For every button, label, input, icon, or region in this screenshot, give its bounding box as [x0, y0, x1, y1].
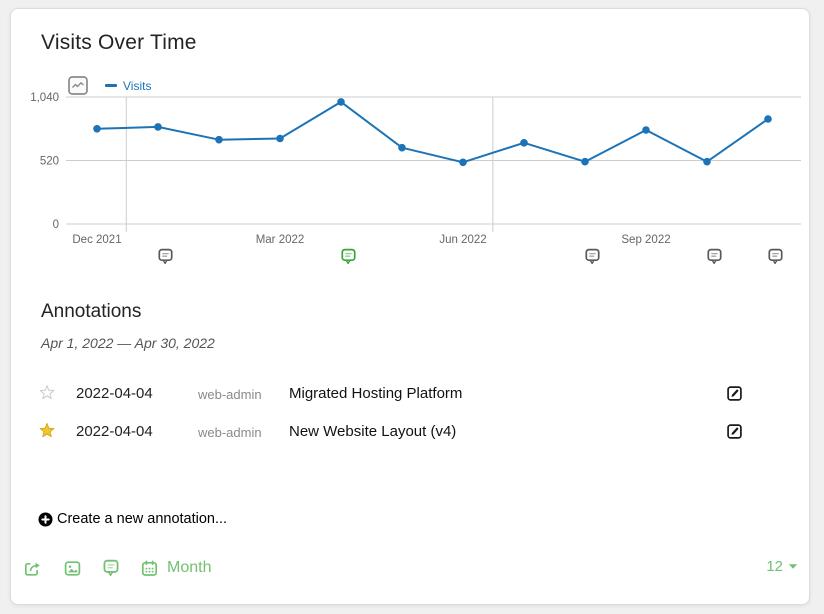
y-axis-tick-label: 1,040	[30, 92, 59, 104]
annotation-row: 2022-04-04 web-admin Migrated Hosting Plat…	[11, 381, 809, 419]
data-point[interactable]	[93, 125, 101, 133]
period-selector[interactable]: Month	[140, 559, 211, 578]
annotation-date: 2022-04-04	[76, 423, 153, 440]
data-point[interactable]	[215, 135, 223, 144]
annotation-marker-icon[interactable]	[584, 248, 600, 265]
legend-label: Visits	[123, 78, 152, 93]
export-as-image-icon[interactable]	[63, 559, 82, 578]
data-point[interactable]	[764, 115, 772, 123]
visits-line-chart[interactable]: 0 520 1,040 Dec 2021 Mar 2022 Jun 2022 Sep 202…	[11, 69, 810, 259]
chevron-down-icon	[788, 563, 798, 570]
legend-item-visits[interactable]: Visits	[105, 79, 151, 93]
edit-annotation-icon[interactable]	[727, 386, 742, 401]
data-point[interactable]	[398, 143, 406, 152]
data-point[interactable]	[154, 123, 162, 131]
annotation-marker-icon[interactable]	[706, 248, 722, 265]
visits-over-time-widget: Visits Over Time 0 520 1,040 Dec 2021 Mar 20…	[10, 8, 810, 605]
x-axis-tick-label: Dec 2021	[72, 234, 121, 246]
annotations-toggle-icon[interactable]	[103, 559, 119, 577]
annotation-row: 2022-04-04 web-admin New Website Layout (v…	[11, 419, 809, 457]
edit-annotation-icon[interactable]	[727, 424, 742, 439]
chart-legend: Visits	[68, 76, 151, 95]
annotation-marker-icon[interactable]	[767, 248, 783, 265]
create-annotation-button[interactable]: Create a new annotation...	[38, 511, 227, 527]
y-axis-tick-label: 520	[40, 156, 59, 168]
data-point[interactable]	[642, 126, 650, 134]
create-annotation-label: Create a new annotation...	[57, 511, 228, 527]
x-axis-tick-label: Jun 2022	[439, 234, 486, 246]
data-point[interactable]	[276, 134, 284, 143]
widget-footer: Month	[23, 554, 211, 582]
data-point[interactable]	[337, 98, 345, 106]
star-icon-outline[interactable]	[39, 384, 55, 400]
annotations-period-range: Apr 1, 2022 — Apr 30, 2022	[41, 335, 215, 351]
annotation-marker-icon-active[interactable]	[340, 248, 356, 265]
data-point[interactable]	[703, 157, 711, 166]
annotations-heading: Annotations	[41, 301, 142, 322]
data-point[interactable]	[459, 158, 467, 167]
legend-line-swatch	[105, 84, 117, 87]
annotation-user: web-admin	[198, 387, 262, 402]
x-axis-tick-label: Sep 2022	[621, 234, 670, 246]
annotation-user: web-admin	[198, 425, 262, 440]
annotation-text: New Website Layout (v4)	[289, 423, 457, 440]
annotation-text: Migrated Hosting Platform	[289, 385, 463, 402]
widget-title: Visits Over Time	[41, 31, 197, 54]
data-point[interactable]	[581, 157, 589, 166]
y-axis-tick-label: 0	[53, 219, 59, 231]
row-count-selector[interactable]: 12	[766, 558, 798, 575]
annotations-list: 2022-04-04 web-admin Migrated Hosting Plat…	[11, 381, 809, 457]
annotation-marker-icon[interactable]	[157, 248, 173, 265]
export-image-icon[interactable]	[68, 76, 88, 95]
x-axis-tick-label: Mar 2022	[256, 234, 305, 246]
period-label: Month	[167, 559, 212, 576]
plus-circle-icon	[38, 512, 53, 527]
visits-line	[96, 100, 769, 164]
row-count-value: 12	[766, 558, 783, 575]
export-icon[interactable]	[23, 559, 42, 578]
data-point[interactable]	[520, 139, 528, 147]
annotation-date: 2022-04-04	[76, 385, 153, 402]
star-icon-filled[interactable]	[39, 422, 55, 438]
calendar-icon	[140, 559, 159, 578]
